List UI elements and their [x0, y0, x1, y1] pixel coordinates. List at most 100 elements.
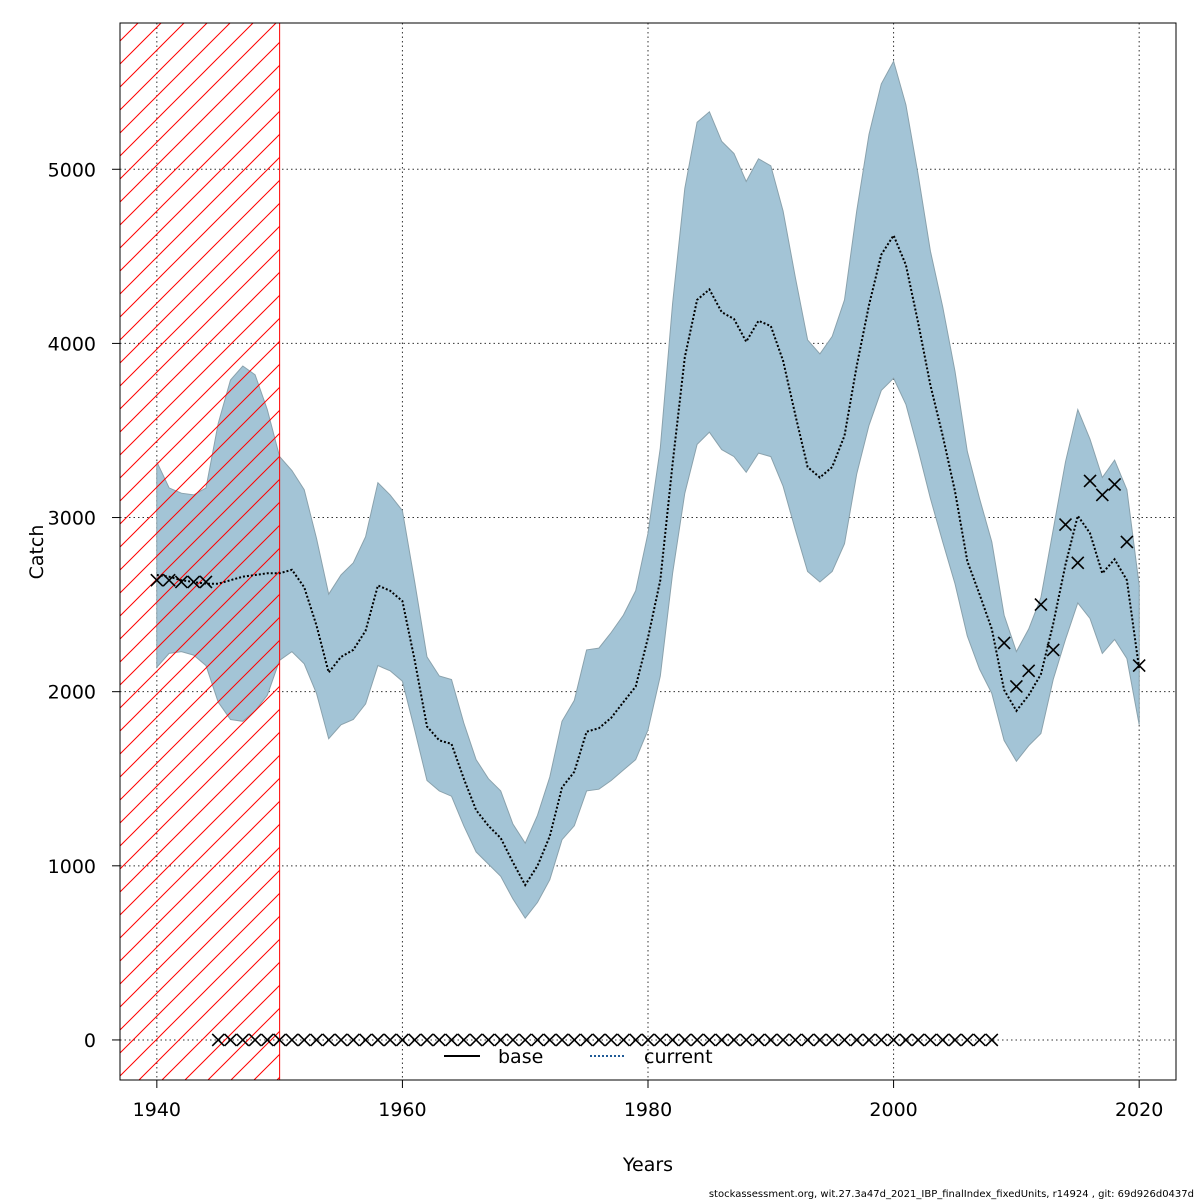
observed-point-1970 [518, 1033, 532, 1047]
observed-point-1990 [764, 1033, 778, 1047]
legend-label-current: current [644, 1046, 713, 1068]
y-tick-label-0: 0 [84, 1030, 96, 1052]
observed-point-1942 [174, 575, 188, 589]
x-tick-label-2000: 2000 [869, 1099, 917, 1121]
observed-point-1955 [334, 1033, 348, 1047]
observed-point-1978 [616, 1033, 631, 1047]
observed-point-1977 [604, 1033, 618, 1047]
y-tick-label-1000: 1000 [48, 856, 96, 878]
observed-point-1986 [715, 1033, 729, 1047]
observed-point-1988 [739, 1033, 753, 1047]
observed-point-1941 [162, 573, 176, 587]
observed-points-group [150, 474, 1146, 1047]
observed-point-1972 [543, 1033, 557, 1047]
observed-point-1952 [297, 1033, 311, 1047]
observed-point-1957 [359, 1033, 373, 1047]
observed-point-2004 [936, 1033, 950, 1047]
legend-label-base: base [498, 1046, 543, 1068]
observed-point-1971 [530, 1033, 545, 1047]
observed-point-2015 [1071, 556, 1085, 570]
observed-point-1958 [371, 1033, 385, 1047]
observed-point-2020 [1132, 658, 1146, 673]
observed-point-1992 [788, 1033, 802, 1047]
x-tick-label-1940: 1940 [133, 1099, 181, 1121]
confidence-band [156, 59, 1140, 919]
observed-point-1998 [862, 1033, 876, 1047]
y-axis-title: Catch [26, 525, 48, 580]
observed-point-1980 [641, 1033, 655, 1047]
observed-point-2016 [1083, 474, 1097, 488]
series-line-current [156, 233, 1141, 887]
x-tick-label-1960: 1960 [378, 1099, 426, 1121]
observed-point-1987 [727, 1033, 741, 1047]
observed-point-2006 [960, 1033, 974, 1047]
observed-point-2002 [911, 1033, 925, 1047]
y-tick-label-4000: 4000 [48, 333, 96, 355]
series-line-group [156, 233, 1141, 887]
observed-point-1964 [444, 1033, 459, 1047]
observed-point-1946 [223, 1033, 238, 1047]
observed-point-1943 [187, 575, 201, 589]
y-tick-label-2000: 2000 [48, 682, 96, 704]
observed-point-1979 [629, 1033, 643, 1047]
observed-point-2007 [972, 1033, 987, 1047]
y-tick-label-5000: 5000 [48, 159, 96, 181]
observed-point-2017 [1095, 488, 1109, 502]
x-axis-title: Years [622, 1154, 673, 1176]
footer-text: stockassessment.org, wit.27.3a47d_2021_I… [709, 1189, 1194, 1200]
observed-point-2003 [923, 1033, 937, 1047]
observed-point-1981 [653, 1033, 667, 1047]
observed-point-1954 [322, 1033, 336, 1047]
y-tick-label-3000: 3000 [48, 508, 96, 530]
observed-point-2012 [1034, 598, 1048, 612]
observed-point-2010 [1009, 679, 1023, 694]
observed-point-1995 [825, 1033, 839, 1047]
observed-point-2005 [948, 1033, 962, 1047]
observed-point-1956 [346, 1033, 360, 1047]
x-tick-label-1980: 1980 [624, 1099, 672, 1121]
observed-point-2011 [1022, 664, 1036, 678]
observed-point-1940 [150, 573, 164, 587]
observed-point-1982 [665, 1033, 680, 1047]
observed-point-1961 [408, 1033, 422, 1047]
x-tick-label-2020: 2020 [1115, 1099, 1163, 1121]
observed-point-2013 [1046, 643, 1060, 657]
observed-point-1974 [567, 1033, 581, 1047]
observed-point-1953 [309, 1033, 324, 1047]
observed-point-1950 [273, 1033, 287, 1047]
axes: 1940 1960 1980 2000 2020 0 1000 2000 3000 4000 500… [48, 159, 1164, 1121]
legend: base current [444, 1046, 713, 1068]
observed-point-1951 [285, 1033, 299, 1047]
hatched-region [119, 22, 281, 1081]
observed-point-2019 [1120, 535, 1134, 549]
observed-point-1989 [751, 1033, 766, 1047]
observed-point-1948 [248, 1033, 262, 1047]
observed-point-1983 [678, 1033, 692, 1047]
observed-point-1966 [469, 1033, 483, 1047]
observed-point-1984 [690, 1033, 704, 1047]
observed-point-2009 [997, 636, 1011, 650]
observed-point-1999 [874, 1033, 888, 1047]
observed-point-1993 [801, 1033, 815, 1047]
observed-point-1949 [260, 1033, 274, 1047]
observed-point-1963 [432, 1033, 446, 1047]
observed-point-2001 [899, 1033, 913, 1047]
observed-point-2000 [887, 1033, 901, 1047]
observed-point-1968 [494, 1033, 508, 1047]
observed-point-1996 [837, 1033, 852, 1047]
observed-point-2018 [1108, 477, 1122, 492]
observed-point-1962 [420, 1033, 434, 1047]
observed-point-1994 [813, 1033, 827, 1047]
observed-point-1975 [580, 1033, 594, 1047]
observed-point-1945 [211, 1033, 225, 1047]
observed-point-1967 [481, 1033, 495, 1047]
observed-point-1976 [592, 1033, 606, 1047]
observed-point-2014 [1058, 517, 1073, 532]
observed-point-1959 [383, 1033, 397, 1047]
observed-point-1997 [850, 1033, 864, 1047]
observed-point-1944 [199, 575, 213, 589]
observed-point-1947 [236, 1033, 250, 1047]
observed-point-2008 [985, 1033, 999, 1047]
observed-point-1965 [457, 1033, 471, 1047]
observed-point-1985 [702, 1033, 716, 1047]
